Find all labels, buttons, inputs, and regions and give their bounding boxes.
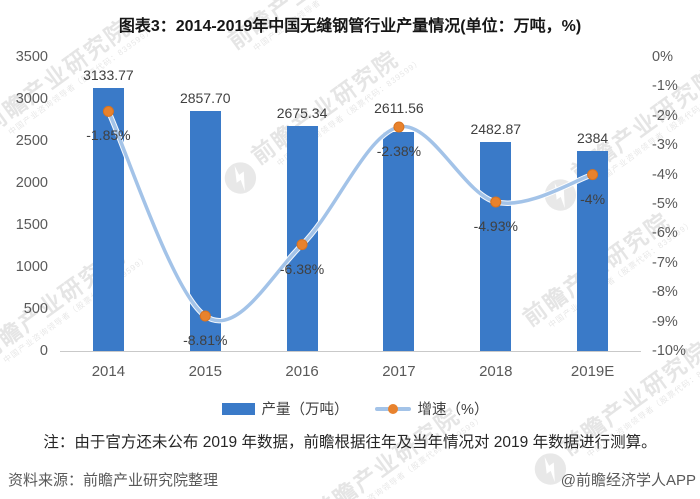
growth-value-label: -4.93% [473, 217, 518, 234]
y-axis-right-tick-label: -3% [652, 137, 678, 154]
production-bar [480, 142, 512, 351]
footer: 资料来源：前瞻产业研究院整理 @前瞻经济学人APP [8, 469, 696, 490]
x-axis-line [60, 351, 641, 352]
y-axis-right-tick-label: -7% [652, 254, 678, 271]
x-axis-category-label: 2018 [479, 363, 513, 380]
copyright-label: @前瞻经济学人APP [560, 472, 696, 489]
y-axis-right-tick-label: -4% [652, 166, 678, 183]
production-bar [577, 150, 609, 351]
y-axis-left-tick-label: 1000 [15, 259, 48, 275]
source-label: 资料来源：前瞻产业研究院整理 [8, 472, 219, 489]
legend-line-dot [387, 403, 398, 414]
production-bar [383, 131, 415, 351]
bar-value-label: 2857.70 [179, 89, 231, 106]
note-text: 注：由于官方还未公布 2019 年数据，前瞻根据往年及当年情况对 2019 年数… [43, 434, 657, 451]
bar-value-label: 3133.77 [83, 66, 134, 83]
y-axis-right-tick-label: -9% [652, 313, 678, 330]
watermark-tagline: 中国产业咨询领导者（股票代码：839599） [595, 74, 700, 186]
x-axis-category-label: 2015 [188, 363, 222, 380]
legend-growth-label: 增速（%） [417, 402, 489, 418]
y-axis-left-tick-label: 0 [39, 343, 48, 359]
chart-title: 图表3：2014-2019年中国无缝钢管行业产量情况(单位：万吨，%) [118, 18, 582, 35]
y-axis-left-tick-label: 3000 [15, 91, 48, 107]
growth-value-label: -1.85% [86, 127, 131, 144]
legend-line-swatch [374, 403, 411, 414]
watermark [0, 122, 3, 168]
bar-value-label: 2384 [577, 129, 609, 146]
x-axis-category-label: 2017 [382, 363, 416, 380]
growth-value-label: -8.81% [183, 332, 228, 348]
bar-value-label: 2611.56 [374, 99, 424, 116]
y-axis-left-tick-label: 1500 [15, 217, 48, 233]
y-axis-right-tick-label: -2% [652, 107, 678, 124]
x-axis-category-label: 2016 [285, 363, 319, 380]
growth-value-label: -2.38% [376, 142, 422, 159]
y-axis-left-tick-label: 3500 [15, 49, 48, 65]
y-axis-right-tick-label: -10% [652, 343, 686, 359]
y-axis-left-tick-label: 500 [23, 301, 48, 317]
legend: 产量（万吨） 增速（%） [5, 398, 700, 419]
y-axis-right-tick-label: -5% [652, 196, 678, 212]
y-axis-left-tick-label: 2000 [15, 175, 48, 191]
y-axis-right-tick-label: -6% [652, 225, 678, 242]
x-axis-category-label: 2014 [91, 363, 126, 380]
legend-production-label: 产量（万吨） [261, 402, 349, 418]
y-axis-right-tick-label: -8% [652, 284, 678, 301]
growth-value-label: -4% [580, 190, 606, 207]
growth-value-label: -6.38% [279, 260, 325, 277]
production-bar [286, 126, 318, 351]
y-axis-right-tick-label: 0% [652, 49, 673, 65]
watermark-logo-icon [0, 122, 3, 168]
x-axis-category-label: 2019E [570, 363, 615, 380]
y-axis-right-tick-label: -1% [652, 78, 678, 95]
legend-item-growth: 增速（%） [374, 398, 489, 419]
legend-bar-swatch [221, 402, 255, 415]
watermark: 前瞻产业研究院中国产业咨询领导者（股票代码：839599） [535, 52, 700, 218]
legend-item-production: 产量（万吨） [221, 398, 349, 419]
y-axis-left-tick-label: 2500 [15, 133, 48, 149]
watermark-logo-icon [224, 162, 257, 195]
bar-value-label: 2675.34 [276, 105, 328, 122]
production-bar [189, 110, 221, 351]
bar-value-label: 2482.87 [470, 121, 522, 138]
